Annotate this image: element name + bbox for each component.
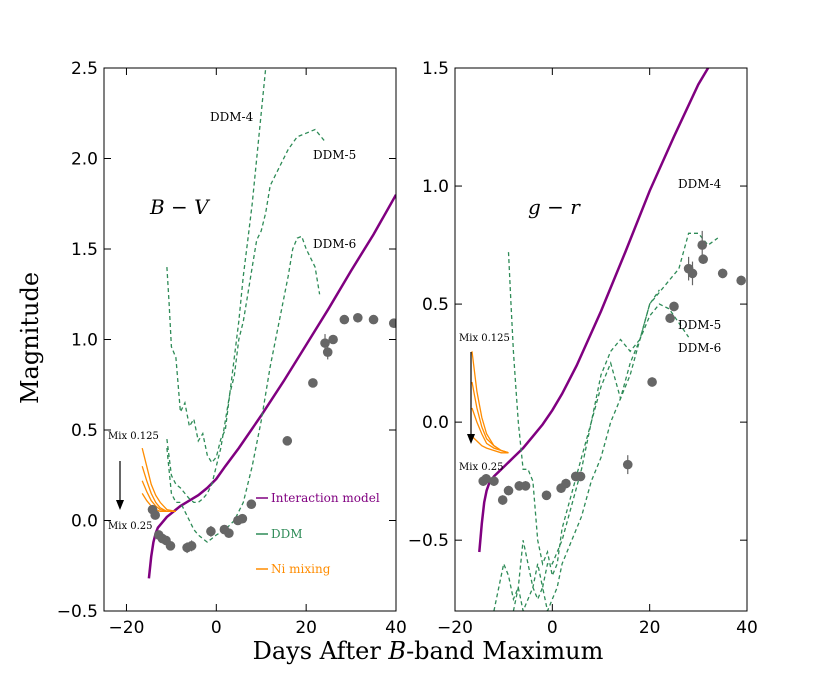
obs-point bbox=[736, 275, 746, 286]
obs-point bbox=[322, 347, 333, 357]
label-ddm4-left: DDM-4 bbox=[210, 110, 254, 124]
mix-arrow-left bbox=[116, 461, 124, 510]
obs-point bbox=[353, 312, 363, 323]
series-0-ddm-4 bbox=[166, 68, 267, 464]
obs-point bbox=[224, 528, 234, 538]
obs-point bbox=[150, 510, 161, 520]
obs-point bbox=[503, 485, 514, 496]
obs-point bbox=[520, 481, 531, 491]
label-ddm5-right: DDM-5 bbox=[678, 318, 721, 332]
obs-point bbox=[246, 499, 257, 510]
obs-point bbox=[308, 378, 318, 388]
obs-point bbox=[665, 313, 675, 324]
legend: Interaction model DDM Ni mixing bbox=[256, 491, 380, 576]
obs-point bbox=[697, 240, 708, 250]
x-tick-label: 40 bbox=[385, 618, 407, 638]
x-tick-label: 40 bbox=[736, 618, 758, 638]
y-tick-label: −0.5 bbox=[408, 531, 449, 551]
obs-point bbox=[206, 526, 216, 537]
obs-point bbox=[669, 301, 679, 312]
label-ddm6-right: DDM-6 bbox=[678, 341, 721, 355]
obs-point bbox=[328, 334, 338, 345]
obs-point bbox=[282, 436, 293, 446]
label-mix-top-right: Mix 0.125 bbox=[459, 333, 510, 344]
label-mix-bottom-left: Mix 0.25 bbox=[108, 521, 153, 532]
obs-point bbox=[647, 377, 657, 387]
series-1-ddm-6 bbox=[493, 303, 690, 611]
label-mix-bottom-right: Mix 0.25 bbox=[459, 462, 504, 473]
y-tick-label: 1.5 bbox=[71, 240, 98, 260]
obs-point bbox=[237, 513, 248, 524]
label-ddm5-left: DDM-5 bbox=[313, 148, 356, 162]
legend-ni-mixing: Ni mixing bbox=[271, 562, 331, 576]
y-tick-label: 1.0 bbox=[71, 331, 98, 351]
obs-point bbox=[717, 268, 728, 279]
x-tick-label: 20 bbox=[295, 618, 317, 638]
series-0-ni-mixing-intermediate-1- bbox=[141, 466, 176, 513]
x-tick-label: 0 bbox=[211, 618, 222, 638]
series-0-ddm-6 bbox=[166, 235, 321, 544]
series-0-ddm-5 bbox=[166, 128, 325, 504]
x-axis-label-suffix: -band Maximum bbox=[406, 637, 604, 665]
panel-left: −20 0 20 40 −0.5 0.0 0.5 1.0 1.5 2.0 2.5 B − V DDM… bbox=[57, 59, 407, 638]
x-tick-label: −20 bbox=[437, 618, 473, 638]
obs-point bbox=[489, 476, 499, 486]
label-mix-top-left: Mix 0.125 bbox=[108, 431, 159, 442]
y-tick-label: 1.5 bbox=[422, 59, 449, 79]
obs-point bbox=[575, 471, 586, 482]
axes-frame-right bbox=[454, 67, 748, 612]
series-1-ddm-5 bbox=[512, 232, 719, 611]
label-ddm6-left: DDM-6 bbox=[313, 237, 356, 251]
series-1-mix-0-25 bbox=[471, 435, 509, 454]
x-tick-label: 0 bbox=[547, 618, 558, 638]
y-axis-label: Magnitude bbox=[16, 272, 44, 404]
x-axis-label: Days After B-band Maximum bbox=[253, 637, 604, 665]
x-tick-label: −20 bbox=[109, 618, 145, 638]
obs-point bbox=[541, 490, 552, 501]
panel-label-bv: B − V bbox=[149, 195, 211, 219]
obs-point bbox=[687, 268, 698, 279]
series-0-interaction-model bbox=[147, 194, 396, 579]
obs-point bbox=[481, 473, 491, 484]
obs-point bbox=[368, 314, 379, 325]
series-0-mix-0-125 bbox=[141, 447, 177, 513]
y-tick-label: −0.5 bbox=[57, 602, 98, 622]
x-axis-label-band: B bbox=[387, 637, 406, 665]
x-axis-label-prefix: Days After bbox=[253, 637, 389, 665]
x-tick-label: 20 bbox=[639, 618, 661, 638]
series-1-ni-mixing-intermediate-2- bbox=[471, 407, 509, 454]
panel-label-gr: g − r bbox=[528, 195, 581, 219]
obs-point bbox=[561, 478, 571, 489]
obs-point bbox=[622, 459, 633, 470]
legend-ddm: DDM bbox=[271, 527, 303, 541]
y-tick-label: 2.5 bbox=[71, 59, 98, 79]
y-tick-label: 0.0 bbox=[422, 413, 449, 433]
y-tick-label: 2.0 bbox=[71, 150, 98, 170]
obs-point bbox=[698, 254, 708, 265]
y-tick-label: 0.5 bbox=[71, 421, 98, 441]
obs-point bbox=[339, 314, 350, 325]
series-1-interaction-model bbox=[478, 68, 710, 553]
obs-point bbox=[497, 495, 508, 505]
mix-arrow-right bbox=[467, 352, 475, 444]
obs-point bbox=[165, 541, 176, 551]
panel-right: −20 0 20 40 −0.5 0.0 0.5 1.0 1.5 g − r DDM-4 DDM… bbox=[408, 59, 758, 638]
y-tick-label: 1.0 bbox=[422, 177, 449, 197]
legend-interaction-model: Interaction model bbox=[271, 491, 380, 505]
obs-point bbox=[186, 541, 197, 551]
label-ddm4-right: DDM-4 bbox=[678, 177, 722, 191]
series-1-ddm-4 bbox=[507, 252, 660, 578]
y-tick-label: 0.5 bbox=[422, 295, 449, 315]
obs-point bbox=[388, 318, 396, 329]
series-1-mix-0-125 bbox=[471, 351, 509, 454]
y-tick-label: 0.0 bbox=[71, 512, 98, 532]
